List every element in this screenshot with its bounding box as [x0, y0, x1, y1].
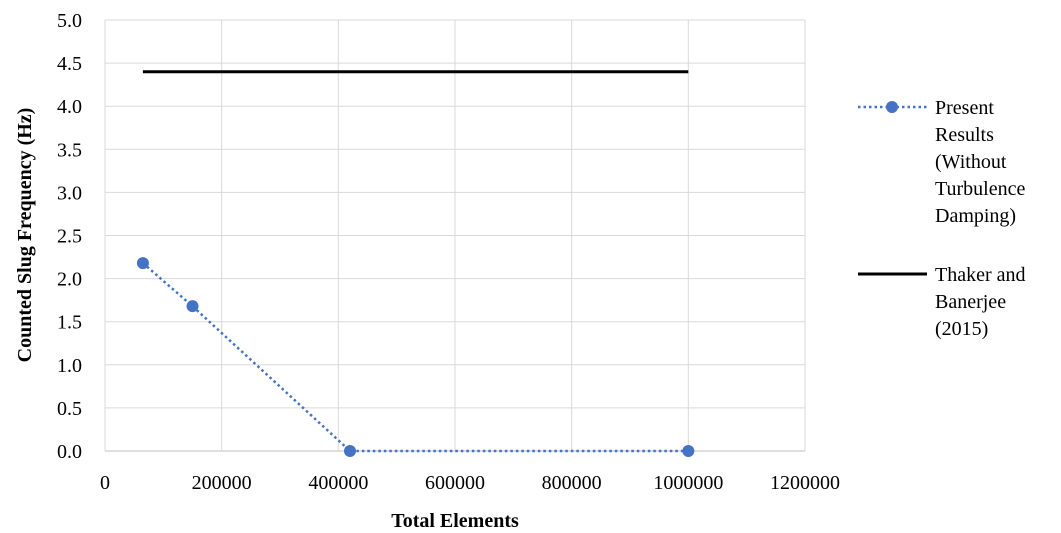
y-axis-title: Counted Slug Frequency (Hz) — [14, 108, 36, 363]
x-tick-labels: 0 200000 400000 600000 800000 1000000 1200000 — [100, 472, 840, 494]
legend-label-line: Results — [935, 124, 994, 146]
x-tick-label: 400000 — [308, 472, 368, 494]
y-tick-label: 2.0 — [57, 269, 82, 291]
series-layer — [136, 70, 695, 457]
y-tick-label: 4.0 — [57, 96, 82, 118]
x-tick-label: 800000 — [542, 472, 602, 494]
data-point — [682, 445, 695, 457]
data-point — [344, 445, 356, 457]
x-tick-label: 1200000 — [770, 472, 840, 494]
legend-label-line: Thaker and — [935, 264, 1026, 286]
legend-label-line: (2015) — [935, 318, 988, 340]
legend-label-line: Present — [935, 97, 994, 119]
legend-label-line: (Without — [935, 151, 1007, 173]
data-point — [186, 300, 199, 313]
legend-item-2: Thaker and Banerjee (2015) — [858, 264, 1026, 340]
x-tick-label: 1000000 — [653, 472, 723, 494]
legend: Present Results (Without Turbulence Damping)… — [858, 97, 1026, 340]
series-line — [142, 262, 689, 453]
x-tick-label: 600000 — [425, 472, 485, 494]
legend-marker-symbol — [886, 101, 898, 113]
grid-lines — [104, 19, 806, 452]
series-1 — [136, 257, 695, 457]
x-tick-label: 200000 — [192, 472, 252, 494]
y-tick-label: 4.5 — [57, 53, 82, 75]
y-tick-label: 3.5 — [57, 139, 82, 161]
data-point — [136, 257, 149, 270]
y-tick-label: 5.0 — [57, 10, 82, 32]
legend-label-line: Banerjee — [935, 291, 1006, 313]
x-axis-title: Total Elements — [391, 510, 519, 532]
x-tick-label: 0 — [100, 472, 110, 494]
y-tick-label: 2.5 — [57, 226, 82, 248]
y-tick-label: 0.0 — [57, 441, 82, 463]
y-tick-label: 0.5 — [57, 398, 82, 420]
legend-item-1: Present Results (Without Turbulence Damping) — [858, 97, 1025, 227]
legend-label-line: Turbulence — [935, 178, 1025, 200]
y-tick-labels: 0.0 0.5 1.0 1.5 2.0 2.5 3.0 3.5 4.0 4.5 5.0 — [57, 10, 82, 463]
y-tick-label: 1.5 — [57, 312, 82, 334]
legend-label-line: Damping) — [935, 205, 1016, 227]
y-tick-label: 1.0 — [57, 355, 82, 377]
y-tick-label: 3.0 — [57, 182, 82, 204]
